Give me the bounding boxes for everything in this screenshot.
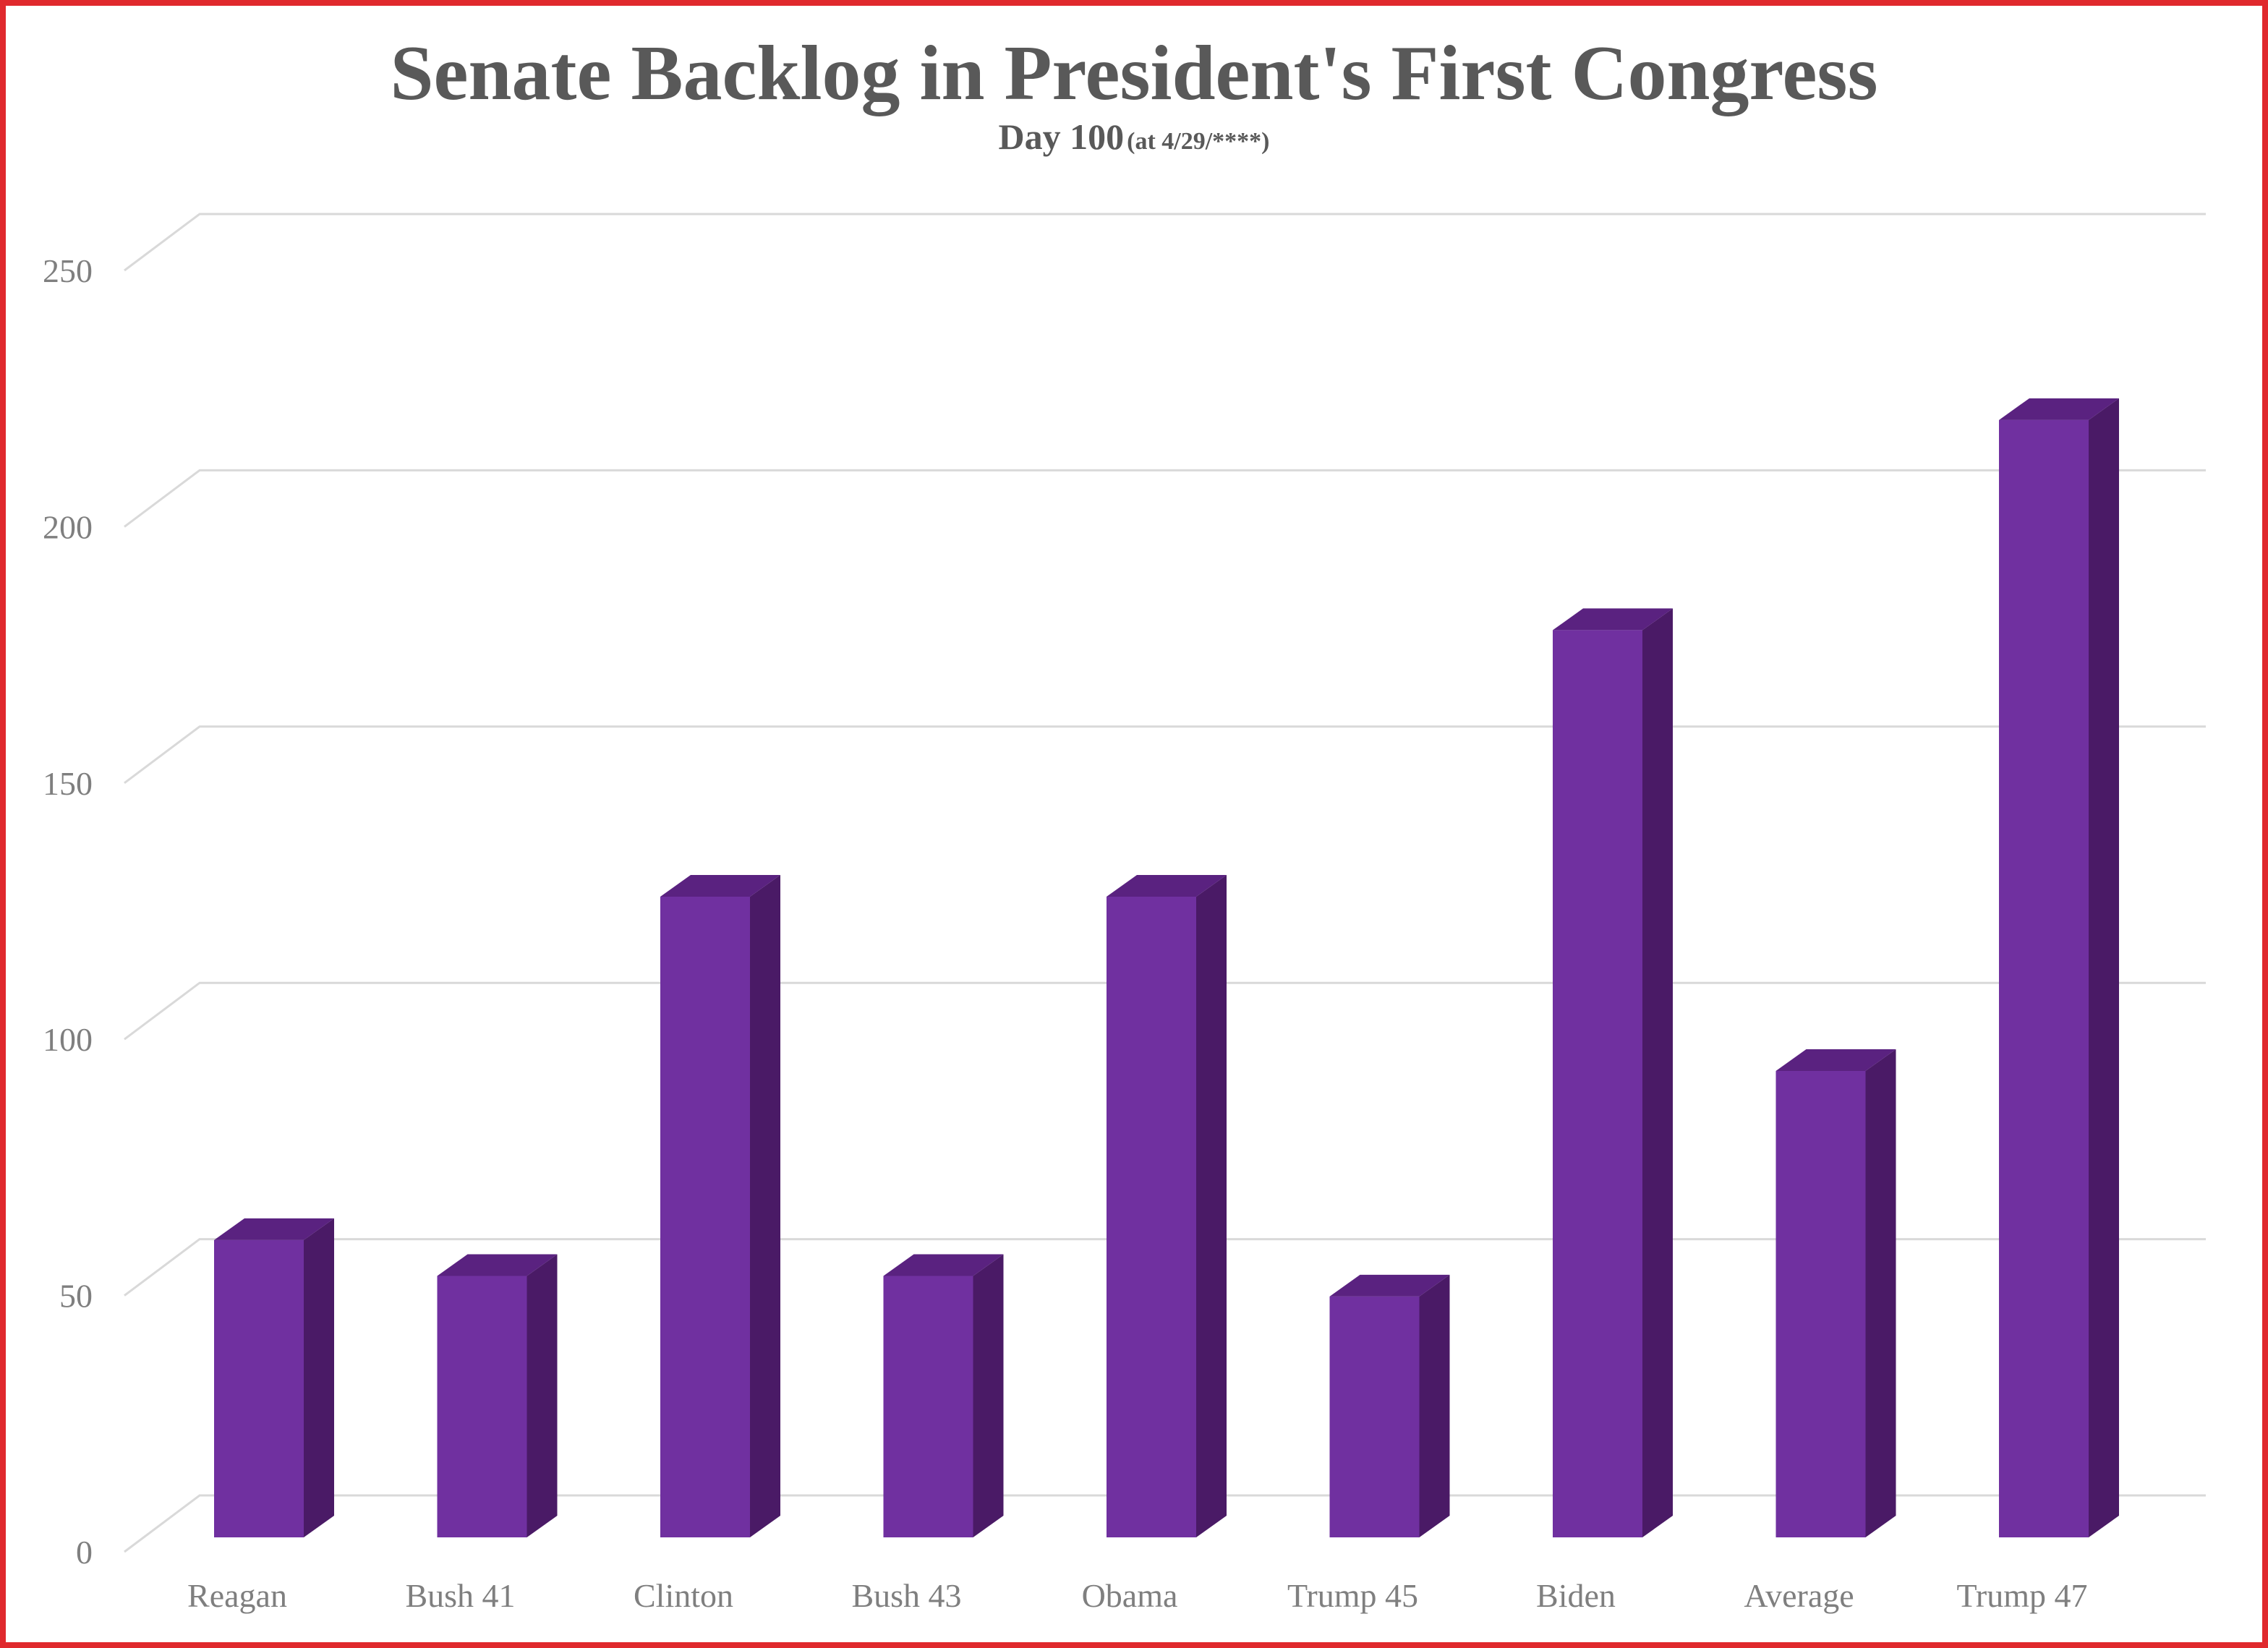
y-tick-label: 100 [43,1021,93,1058]
x-tick-label: Trump 45 [1287,1577,1418,1614]
x-tick-label: Trump 47 [1956,1577,2087,1614]
bar-reagan [214,1218,334,1537]
grid-lines [124,213,2206,1553]
grid-line [124,1238,2206,1297]
y-tick-label: 200 [43,508,93,545]
bar-front [1329,1296,1420,1537]
bar-side [304,1218,334,1537]
bar-trump-45 [1329,1274,1450,1537]
bar-top [214,1218,334,1240]
bar-top [1107,875,1227,897]
bar-biden [1553,608,1673,1537]
bars [214,398,2119,1538]
bar-top [883,1254,1004,1276]
bar-front [1107,897,1196,1537]
bar-top [1999,398,2119,420]
x-tick-label: Average [1744,1577,1854,1614]
bar-bush-43 [883,1254,1004,1537]
bar-front [214,1239,304,1537]
x-tick-label: Reagan [187,1577,287,1614]
bar-top [437,1254,558,1276]
bar-front [1999,419,2089,1538]
bar-clinton [660,875,780,1537]
bar-side [1642,608,1673,1537]
chart-title: Senate Backlog in President's First Cong… [390,30,1878,116]
bar-front [883,1276,973,1537]
bar-top [660,875,780,897]
x-tick-label: Bush 41 [405,1577,515,1614]
bar-front [1775,1070,1866,1537]
bar-front [1553,630,1642,1537]
bar-trump-47 [1999,398,2119,1538]
chart-subtitle-main: Day 100 [998,116,1125,157]
chart-subtitle-note: (at 4/29/****) [1127,128,1270,155]
x-axis-labels: Reagan Bush 41 Clinton Bush 43 Obama Trump 45… [187,1577,2088,1614]
x-tick-label: Clinton [634,1577,733,1614]
bar-average [1775,1049,1896,1537]
bar-side [1865,1049,1896,1537]
bar-top [1775,1049,1896,1071]
bar-front [660,897,750,1537]
y-tick-label: 50 [59,1278,93,1315]
bar-bush-41 [437,1254,558,1537]
bar-side [750,875,780,1537]
y-axis-ticks: 0 50 100 150 200 250 [43,252,93,1571]
grid-line [124,725,2206,785]
bar-front [437,1276,527,1537]
bar-side [2089,398,2119,1538]
grid-line [124,981,2206,1041]
bar-top [1553,608,1673,631]
bar-obama [1107,875,1227,1537]
bar-side [526,1254,558,1537]
grid-line [124,1494,2206,1553]
bar-side [1196,875,1227,1537]
chart-subtitle: Day 100 (at 4/29/****) [0,116,2268,158]
bar-side [973,1254,1004,1537]
x-tick-label: Bush 43 [851,1577,961,1614]
grid-line [124,213,2206,272]
x-tick-label: Biden [1536,1577,1616,1614]
y-tick-label: 0 [76,1534,93,1571]
bar-top [1329,1274,1450,1297]
y-tick-label: 150 [43,765,93,802]
grid-line [124,469,2206,528]
y-tick-label: 250 [43,252,93,289]
bar-side [1419,1274,1450,1537]
x-tick-label: Obama [1082,1577,1178,1614]
